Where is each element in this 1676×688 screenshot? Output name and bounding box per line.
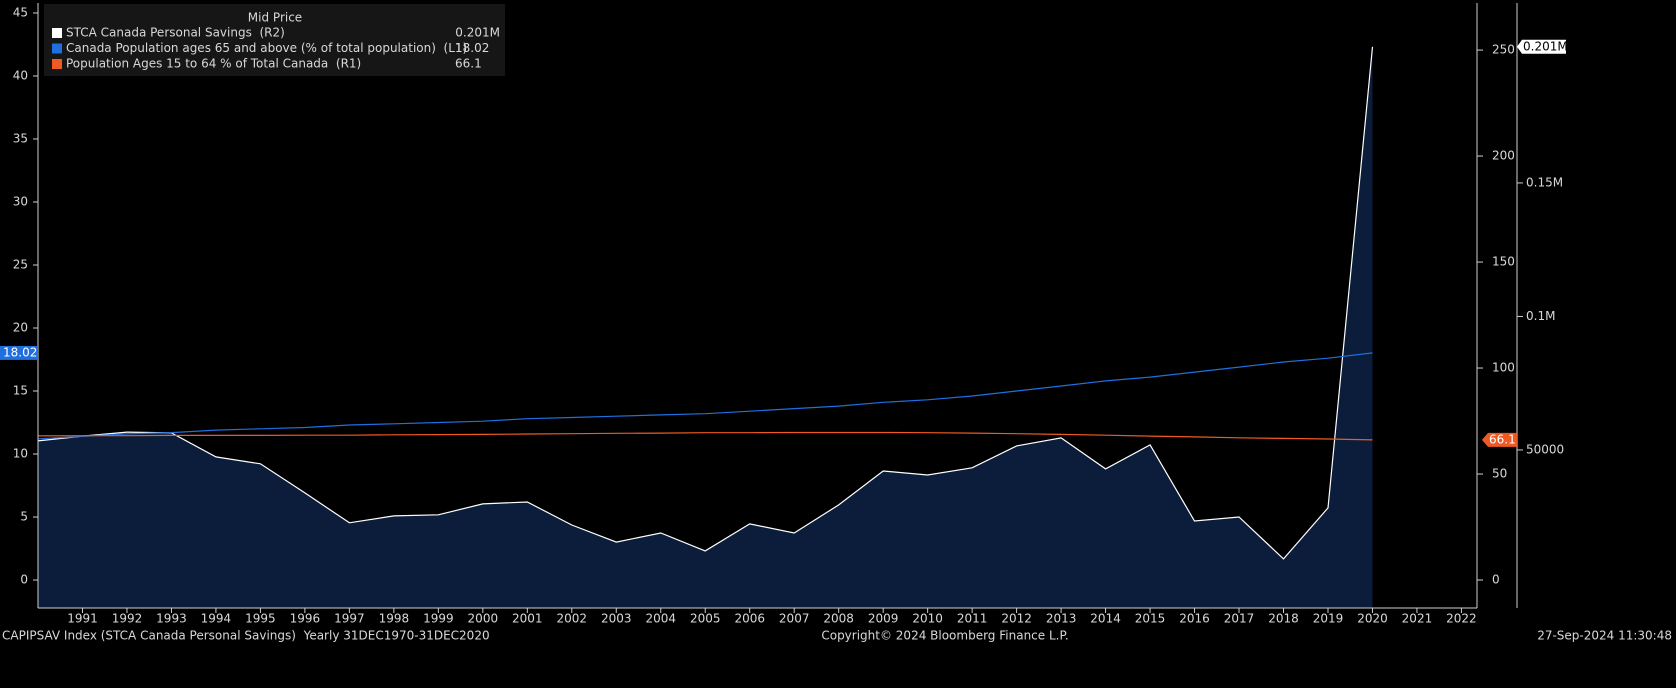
x-tick-label: 2015 [1135,612,1166,626]
y-tick-label: 35 [13,131,28,145]
legend-label: STCA Canada Personal Savings (R2) [66,26,285,40]
x-tick-label: 2018 [1268,612,1299,626]
x-tick-label: 1997 [334,612,365,626]
y2-tick-label: 0 [1492,573,1500,587]
x-tick-label: 2020 [1357,612,1388,626]
x-tick-label: 2000 [468,612,499,626]
x-tick-label: 2004 [645,612,676,626]
y2-tick-label: 50 [1492,467,1507,481]
line [37,352,1373,440]
value-tag [1517,39,1566,54]
line [37,431,1373,441]
x-tick-label: 2012 [1001,612,1032,626]
y-tick-label: 25 [13,257,28,271]
x-tick-label: 2019 [1313,612,1344,626]
legend-box [44,4,505,76]
x-tick-label: 2007 [779,612,810,626]
x-tick-label: 2022 [1446,612,1477,626]
legend-value: 18.02 [455,41,489,55]
y2-tick-label: 100 [1492,361,1515,375]
x-tick-label: 2011 [957,612,988,626]
legend-value: 66.1 [455,57,482,71]
y2-tick-label: 250 [1492,43,1515,57]
x-tick-label: 2021 [1402,612,1433,626]
legend-label: Population Ages 15 to 64 % of Total Cana… [66,57,361,71]
legend-swatch [52,28,62,38]
x-tick-label: 2008 [823,612,854,626]
footer-center: Copyright© 2024 Bloomberg Finance L.P. [821,629,1068,643]
legend-swatch [52,43,62,54]
x-tick-label: 2005 [690,612,721,626]
legend-swatch [52,59,62,69]
legend-value: 0.201M [455,26,500,40]
y2-tick-label: 200 [1492,149,1515,163]
y-tick-label: 10 [13,447,28,461]
x-tick-label: 2003 [601,612,632,626]
y-tick-label: 40 [13,68,28,82]
value-tag [1482,432,1517,447]
legend-title: Mid Price [248,11,302,25]
y-tick-label: 20 [13,320,28,334]
y-tick-label: 15 [13,384,28,398]
footer-right: 27-Sep-2024 11:30:48 [1537,629,1672,643]
x-tick-label: 2017 [1224,612,1255,626]
x-tick-label: 1996 [290,612,321,626]
x-tick-label: 2002 [557,612,588,626]
x-tick-label: 1998 [379,612,410,626]
x-tick-label: 2006 [734,612,765,626]
area [38,46,1373,609]
value-tag-label: 66.1 [1489,432,1516,446]
line [37,46,1374,560]
x-tick-label: 2016 [1179,612,1210,626]
x-tick-label: 1992 [112,612,143,626]
x-tick-label: 2013 [1046,612,1077,626]
x-tick-label: 2001 [512,612,543,626]
y-tick-label: 5 [20,510,28,524]
x-tick-label: 1991 [67,612,98,626]
x-tick-label: 1994 [201,612,232,626]
y3-tick-label: 0.15M [1526,175,1563,189]
y-tick-label: 0 [20,573,28,587]
value-tag [0,345,37,360]
x-tick-label: 1995 [245,612,276,626]
x-tick-label: 1993 [156,612,187,626]
value-tag-label: 0.201M [1523,39,1568,53]
y3-tick-label: 50000 [1526,442,1564,456]
legend-label: Canada Population ages 65 and above (% o… [66,41,467,55]
y2-tick-label: 150 [1492,255,1515,269]
footer-left: CAPIPSAV Index (STCA Canada Personal Sav… [2,629,490,643]
x-tick-label: 1999 [423,612,454,626]
x-tick-label: 2014 [1090,612,1121,626]
plot-area [37,46,1374,609]
x-tick-label: 2010 [912,612,943,626]
y-tick-label: 30 [13,194,28,208]
y-tick-label: 45 [13,5,28,19]
x-tick-label: 2009 [868,612,899,626]
value-tag-label: 18.02 [3,345,37,359]
y3-tick-label: 0.1M [1526,309,1555,323]
